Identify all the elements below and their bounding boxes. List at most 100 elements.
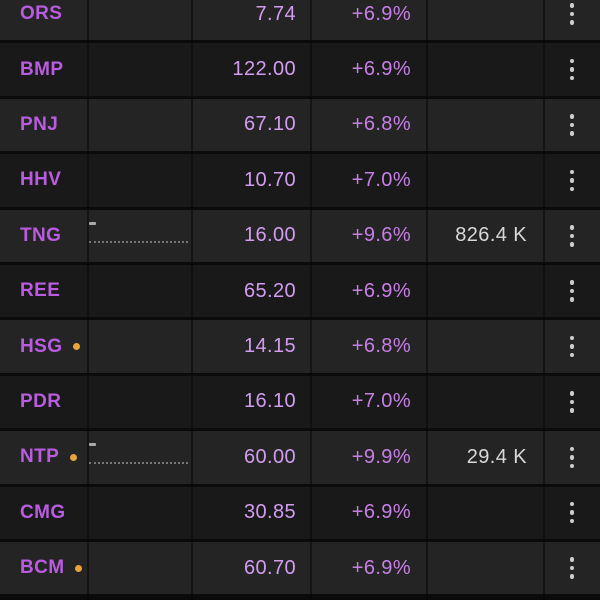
ticker-symbol: NTP xyxy=(20,446,60,468)
ticker-symbol: PDR xyxy=(20,390,62,412)
symbol-cell: NTP xyxy=(0,431,88,483)
sparkline-cell xyxy=(88,487,192,539)
ticker-symbol: PNJ xyxy=(20,113,59,135)
sparkline-icon xyxy=(89,221,96,225)
last-price: 60.00 xyxy=(243,445,296,468)
ticker-symbol: BCM xyxy=(20,557,65,579)
table-row[interactable]: CMG 30.85 +6.9% xyxy=(0,486,600,542)
ticker-symbol: HSG xyxy=(20,335,63,357)
row-menu-button[interactable] xyxy=(544,0,600,40)
row-menu-button[interactable] xyxy=(544,320,600,372)
volume-value xyxy=(427,376,544,428)
table-row[interactable]: PDR 16.10 +7.0% xyxy=(0,375,600,432)
row-menu-button[interactable] xyxy=(544,431,600,483)
table-row[interactable]: HSG 14.15 +6.8% xyxy=(0,320,600,376)
kebab-menu-icon xyxy=(569,335,575,358)
table-row[interactable]: TNG 16.00 +9.6% 826.4 K xyxy=(0,209,600,265)
symbol-cell: REE xyxy=(0,265,88,317)
table-row[interactable]: NTP 60.00 +9.9% 29.4 K xyxy=(0,431,600,487)
sparkline-baseline xyxy=(89,240,188,243)
last-price: 14.15 xyxy=(243,335,296,358)
sparkline-cell xyxy=(88,542,192,594)
kebab-menu-icon xyxy=(569,225,575,247)
volume-value xyxy=(427,99,544,151)
sparkline-cell xyxy=(88,320,192,372)
symbol-cell: HHV xyxy=(0,154,88,206)
table-row[interactable]: ORS 7.74 +6.9% xyxy=(0,0,600,44)
row-menu-button[interactable] xyxy=(544,43,600,95)
sparkline-cell xyxy=(88,154,192,206)
change-percent: +6.9% xyxy=(351,279,411,302)
row-menu-button[interactable] xyxy=(544,210,600,262)
last-price: 30.85 xyxy=(243,501,296,524)
row-menu-button[interactable] xyxy=(544,154,600,206)
table-row[interactable]: HHV 10.70 +7.0% xyxy=(0,154,600,210)
volume-value xyxy=(427,43,544,95)
symbol-cell: BCM xyxy=(0,542,88,594)
kebab-menu-icon xyxy=(569,114,575,136)
volume-value xyxy=(427,320,544,372)
ticker-symbol: BMP xyxy=(20,58,64,80)
ticker-symbol: TNG xyxy=(20,224,62,246)
sparkline-cell xyxy=(88,431,192,483)
last-price: 65.20 xyxy=(243,279,296,302)
change-percent: +7.0% xyxy=(351,390,411,413)
kebab-menu-icon xyxy=(569,280,575,302)
change-percent: +6.9% xyxy=(351,58,411,81)
symbol-cell: PNJ xyxy=(0,99,88,151)
row-menu-button[interactable] xyxy=(544,487,600,539)
volume-value xyxy=(427,154,544,206)
volume-value xyxy=(427,0,544,40)
sparkline-baseline xyxy=(89,462,188,465)
sparkline-cell xyxy=(88,210,192,262)
row-menu-button[interactable] xyxy=(544,376,600,428)
sparkline-cell xyxy=(88,0,192,40)
last-price: 60.70 xyxy=(243,556,296,579)
table-row[interactable]: REE 65.20 +6.9% xyxy=(0,264,600,321)
kebab-menu-icon xyxy=(569,557,575,579)
symbol-cell: BMP xyxy=(0,43,88,95)
kebab-menu-icon xyxy=(569,58,575,81)
sparkline-icon xyxy=(89,443,96,447)
volume-value: 826.4 K xyxy=(455,224,527,247)
change-percent: +6.9% xyxy=(351,556,411,579)
symbol-cell: ORS xyxy=(0,0,88,40)
volume-value xyxy=(427,265,544,317)
change-percent: +9.6% xyxy=(351,224,411,247)
row-menu-button[interactable] xyxy=(544,542,600,594)
table-row[interactable]: PNJ 67.10 +6.8% xyxy=(0,98,600,155)
last-price: 16.10 xyxy=(243,390,296,413)
sparkline-cell xyxy=(88,99,192,151)
change-percent: +7.0% xyxy=(351,168,411,191)
alert-dot-icon xyxy=(70,453,78,461)
alert-dot-icon xyxy=(75,564,83,572)
kebab-menu-icon xyxy=(569,501,575,524)
kebab-menu-icon xyxy=(569,391,575,413)
last-price: 67.10 xyxy=(243,113,296,136)
symbol-cell: TNG xyxy=(0,210,88,262)
ticker-symbol: REE xyxy=(20,280,61,302)
ticker-symbol: HHV xyxy=(20,169,62,191)
sparkline-cell xyxy=(88,265,192,317)
row-menu-button[interactable] xyxy=(544,265,600,317)
alert-dot-icon xyxy=(73,343,81,351)
table-row[interactable]: BCM 60.70 +6.9% xyxy=(0,541,600,598)
table-row[interactable]: BMP 122.00 +6.9% xyxy=(0,43,600,99)
sparkline-cell xyxy=(88,376,192,428)
last-price: 16.00 xyxy=(243,224,296,247)
last-price: 7.74 xyxy=(255,2,296,25)
volume-value xyxy=(427,487,544,539)
symbol-cell: PDR xyxy=(0,376,88,428)
volume-value xyxy=(427,542,544,594)
volume-value: 29.4 K xyxy=(466,445,527,468)
change-percent: +6.8% xyxy=(351,113,411,136)
change-percent: +6.9% xyxy=(351,2,411,25)
symbol-cell: CMG xyxy=(0,487,88,539)
sparkline-cell xyxy=(88,43,192,95)
row-menu-button[interactable] xyxy=(544,99,600,151)
kebab-menu-icon xyxy=(569,3,575,25)
last-price: 10.70 xyxy=(243,168,296,191)
ticker-symbol: CMG xyxy=(20,501,66,523)
